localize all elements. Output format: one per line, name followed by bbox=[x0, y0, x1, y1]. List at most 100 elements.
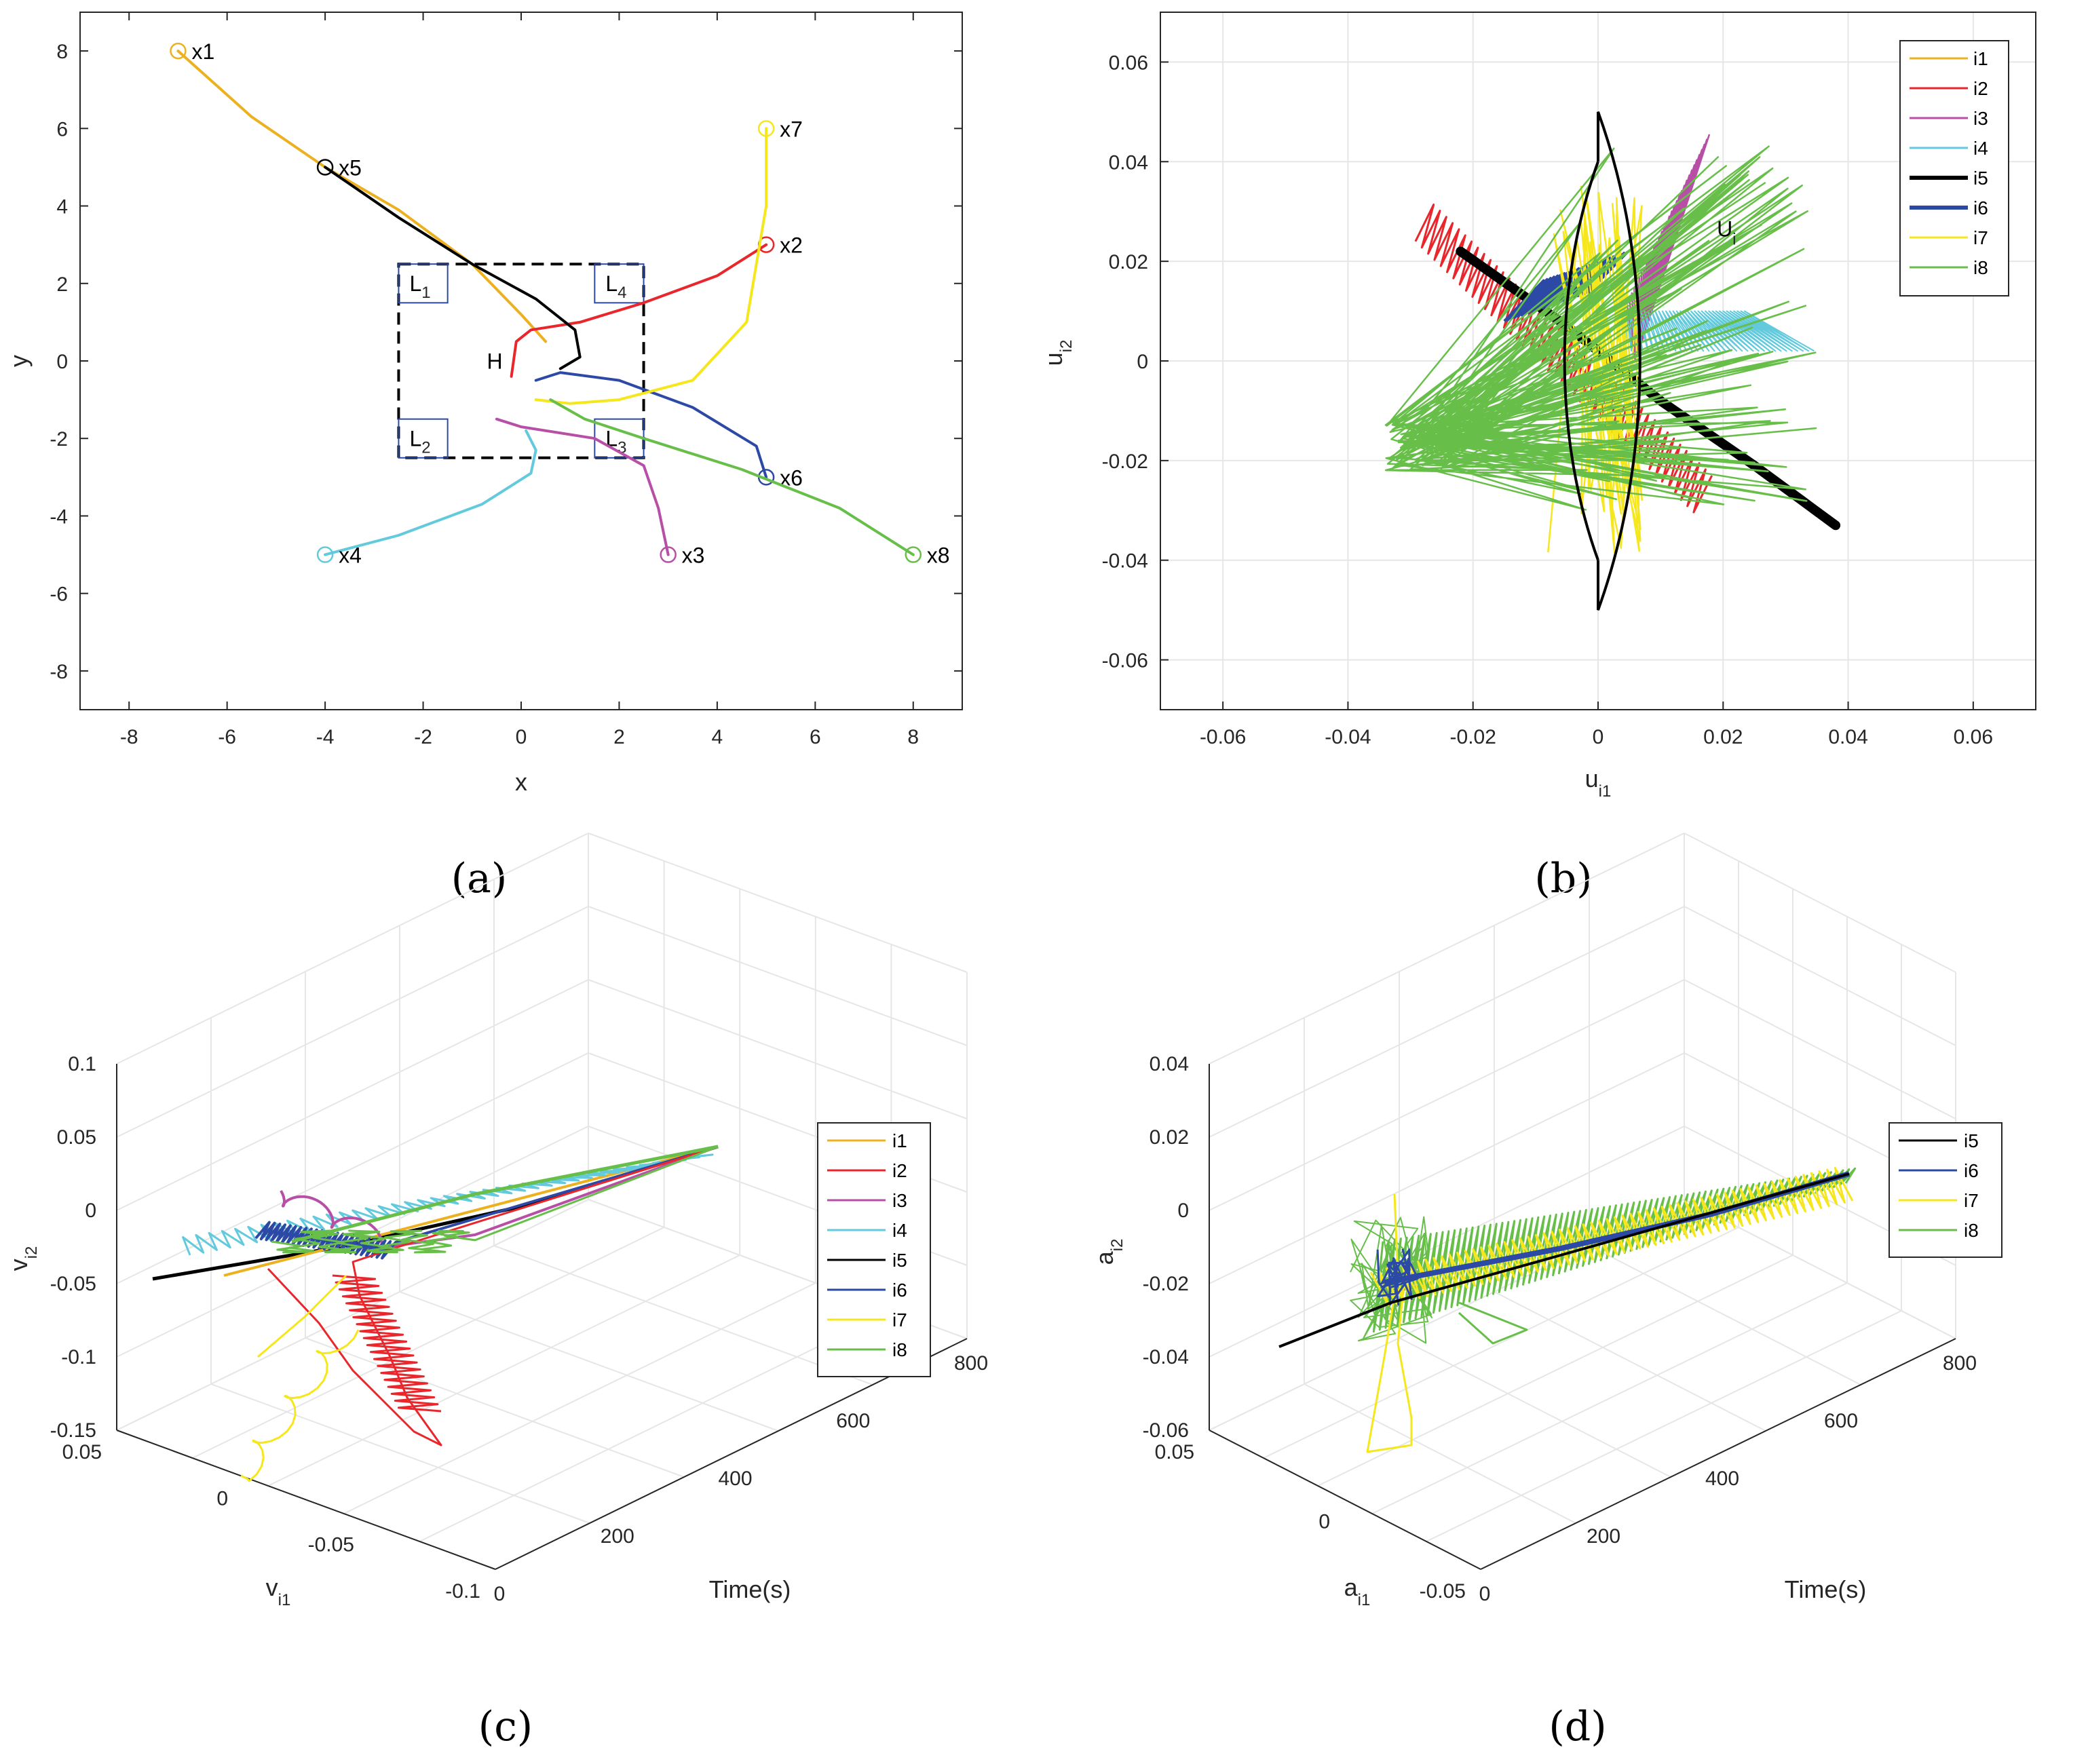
panel-a-target-label: H bbox=[487, 349, 502, 373]
panel-a-ytick-label: 2 bbox=[56, 273, 68, 296]
panel-d-zlabel: Time(s) bbox=[1785, 1575, 1867, 1603]
c-grid-line bbox=[267, 1254, 740, 1487]
c-legend-label-i6: i6 bbox=[892, 1280, 907, 1301]
panel-c-series-i2-hatch bbox=[332, 1274, 442, 1413]
c-ztick-label: -0.15 bbox=[50, 1419, 96, 1442]
d-grid-line bbox=[1399, 1337, 1671, 1478]
d-ztick-label: -0.02 bbox=[1143, 1273, 1189, 1295]
panel-b-xtick-label: 0 bbox=[1593, 726, 1604, 748]
d-legend-label-i8: i8 bbox=[1964, 1220, 1979, 1241]
c-grid-line bbox=[588, 906, 968, 1046]
panel-a-xtick-label: 6 bbox=[810, 726, 821, 748]
panel-b-ytick-label: -0.02 bbox=[1102, 450, 1148, 473]
panel-c-xlabel: vi1 bbox=[266, 1573, 291, 1609]
c-x-axis bbox=[116, 1430, 496, 1570]
c-legend-label-i7: i7 bbox=[892, 1309, 907, 1330]
d-legend: i5 i6 i7 i8 bbox=[1888, 1122, 2002, 1258]
c-ztick-label: 0 bbox=[85, 1200, 96, 1222]
d-ytick-label: 400 bbox=[1705, 1468, 1739, 1490]
d-legend-box bbox=[1888, 1122, 2002, 1258]
d-ztick-label: 0.02 bbox=[1150, 1126, 1189, 1149]
panel-a-ytick-label: -8 bbox=[50, 661, 68, 683]
panel-a-start-marker-x5 bbox=[316, 159, 334, 176]
panel-b-ytick-label: 0.06 bbox=[1109, 52, 1148, 74]
panel-c: 0.10.050-0.05-0.1-0.150.050-0.05-0.1 0200… bbox=[5, 832, 988, 1750]
panel-a-xtick-label: 0 bbox=[516, 726, 527, 748]
panel-a-start-label-x3: x3 bbox=[682, 543, 705, 568]
panel-d-series-i5 bbox=[1278, 1172, 1850, 1348]
c-legend-label-i1: i1 bbox=[892, 1130, 907, 1151]
panel-a-trajectory-x2 bbox=[510, 243, 768, 378]
panel-a-start-label-x1: x1 bbox=[191, 39, 214, 64]
d-grid-line bbox=[1426, 1310, 1902, 1542]
panel-b-legend: i1 i2 i3 i4 i5 i6 i7 i8 bbox=[1899, 40, 2009, 296]
c-legend-label-i4: i4 bbox=[892, 1220, 907, 1241]
panel-a-plot-area bbox=[80, 12, 962, 710]
c-ytick-label: 200 bbox=[601, 1525, 634, 1548]
c-ztick-label: 0.1 bbox=[68, 1053, 96, 1075]
panel-b-ytick-label: -0.06 bbox=[1102, 650, 1148, 672]
panel-c-series-i7-tail bbox=[257, 1274, 347, 1358]
c-grid-line bbox=[493, 1245, 873, 1385]
panel-c-series-i2 bbox=[267, 1145, 719, 1446]
panel-b-legend-label-i2: i2 bbox=[1973, 78, 1988, 99]
panel-a-xlabel: x bbox=[515, 768, 527, 796]
panel-b-xlabel: ui1 bbox=[1585, 765, 1612, 801]
d-ytick-label: 600 bbox=[1824, 1410, 1858, 1432]
panel-c-series-i3 bbox=[280, 1145, 719, 1249]
d-grid-line bbox=[1263, 1227, 1739, 1459]
panel-a-trajectory-x8 bbox=[549, 398, 915, 556]
panel-b-constraint-boundary bbox=[1563, 111, 1641, 611]
panel-a-xtick-label: 4 bbox=[712, 726, 723, 748]
panel-b-xtick-label: -0.02 bbox=[1450, 726, 1496, 748]
panel-d: 0.04 0.02 0 -0.02 -0.04 -0.060.05 0 -0.05 0 200 40… bbox=[1090, 832, 2002, 1750]
d-xtick-label: 0.05 bbox=[1155, 1441, 1194, 1463]
panel-a-trajectory-x4 bbox=[324, 429, 537, 556]
c-grid-line bbox=[588, 979, 968, 1119]
c-grid-line bbox=[116, 979, 589, 1211]
panel-a-region-label: L2 bbox=[409, 427, 430, 457]
d-ytick-label: 800 bbox=[1943, 1352, 1977, 1375]
panel-a-ytick-label: 4 bbox=[56, 196, 68, 218]
d-ztick-label: -0.06 bbox=[1143, 1419, 1189, 1442]
panel-a-xtick-label: -6 bbox=[218, 726, 236, 748]
panel-b-legend-box bbox=[1899, 40, 2009, 296]
c-xtick-label: -0.1 bbox=[445, 1580, 480, 1603]
panel-c-series-i8 bbox=[271, 1145, 719, 1254]
c-legend-box bbox=[817, 1122, 931, 1377]
d-ytick-label: 200 bbox=[1587, 1525, 1620, 1548]
d-legend-label-i5: i5 bbox=[1964, 1130, 1979, 1151]
panel-b-legend-label-i6: i6 bbox=[1973, 197, 1988, 218]
panel-b: -0.06 -0.04 -0.02 0 0.02 0.04 0.06 0.06 0.04 0.02… bbox=[1040, 12, 2036, 902]
panel-a-start-marker-x8 bbox=[905, 546, 922, 563]
panel-a-trajectory-x3 bbox=[495, 417, 670, 556]
c-ytick-label: 400 bbox=[718, 1468, 752, 1490]
c-grid-line bbox=[116, 1199, 589, 1431]
d-ytick-label: 0 bbox=[1479, 1583, 1491, 1605]
d-legend-label-i6: i6 bbox=[1964, 1160, 1979, 1181]
c-grid-line bbox=[116, 906, 589, 1138]
c-grid-line bbox=[305, 1337, 685, 1478]
panel-c-series-i7 bbox=[240, 1329, 360, 1482]
c-xtick-label: 0 bbox=[216, 1487, 228, 1510]
c-legend-label-i8: i8 bbox=[892, 1339, 907, 1360]
c-ytick-label: 800 bbox=[954, 1352, 988, 1375]
panel-a-start-label-x4: x4 bbox=[339, 543, 362, 568]
panel-c-ylabel: vi2 bbox=[5, 1246, 41, 1271]
panel-a-start-label-x7: x7 bbox=[780, 117, 803, 141]
panel-b-ytick-label: 0.04 bbox=[1109, 151, 1148, 174]
panel-a-start-marker-x1 bbox=[170, 42, 187, 60]
panel-d-series-i6-blob bbox=[1376, 1248, 1419, 1306]
panel-a-region-box bbox=[398, 418, 449, 459]
panel-a-xtick-label: -2 bbox=[414, 726, 432, 748]
panel-c-caption: (c) bbox=[478, 1703, 533, 1750]
d-grid-line bbox=[1589, 1245, 1861, 1385]
c-ztick-label: -0.05 bbox=[50, 1273, 96, 1295]
d-grid-line bbox=[1684, 906, 1956, 1046]
c-ztick-label: 0.05 bbox=[57, 1126, 96, 1149]
panel-b-ytick-label: 0.02 bbox=[1109, 251, 1148, 273]
d-grid-line bbox=[1209, 979, 1685, 1211]
panel-b-ytick-label: -0.04 bbox=[1102, 550, 1148, 573]
